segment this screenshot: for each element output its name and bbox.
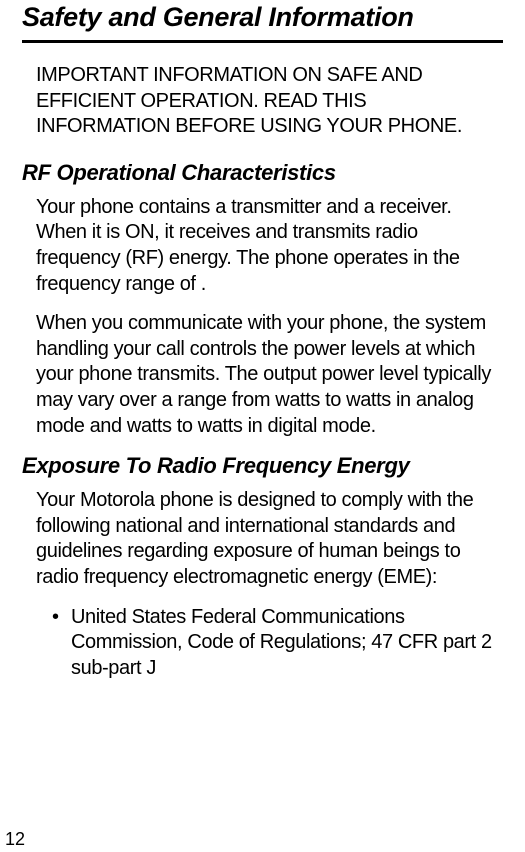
body-paragraph: Your Motorola phone is designed to compl…	[22, 488, 503, 590]
section-heading-rf-characteristics: RF Operational Characteristics	[22, 160, 503, 186]
page-number: 12	[5, 829, 25, 850]
list-item: United States Federal Communications Com…	[52, 605, 503, 682]
body-paragraph: When you communicate with your phone, th…	[22, 311, 503, 439]
title-rule	[22, 40, 503, 43]
bullet-list: United States Federal Communications Com…	[22, 605, 503, 682]
section-heading-rf-exposure: Exposure To Radio Frequency Energy	[22, 453, 503, 479]
page-title: Safety and General Information	[22, 0, 503, 40]
intro-text: IMPORTANT INFORMATION ON SAFE AND EFFICI…	[22, 63, 503, 140]
body-paragraph: Your phone contains a transmitter and a …	[22, 195, 503, 297]
